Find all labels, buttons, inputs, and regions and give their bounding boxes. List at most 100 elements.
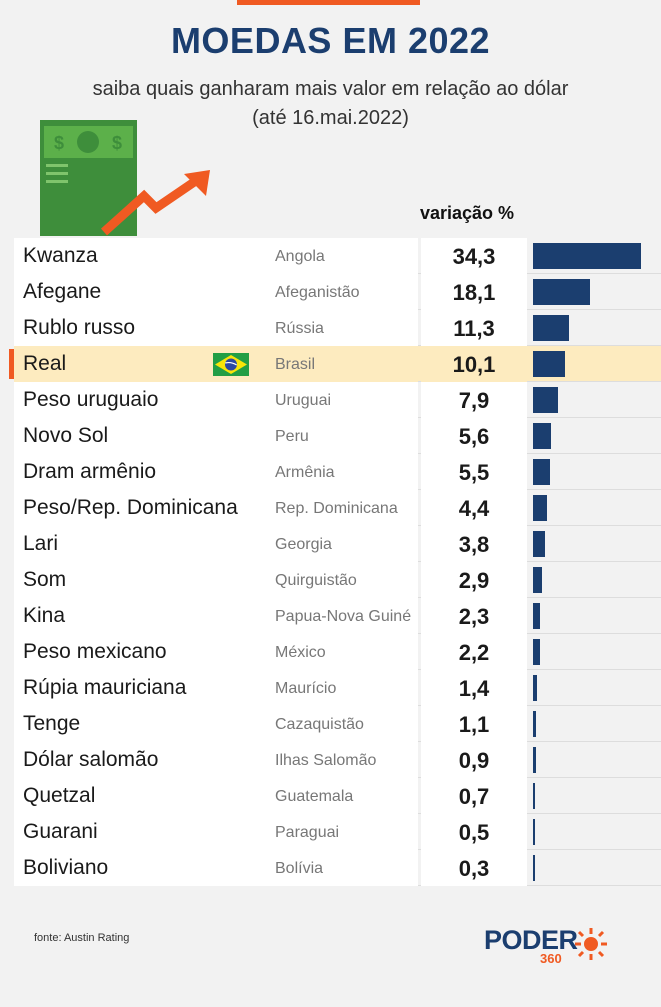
money-growth-icon: $ $ [40, 120, 215, 243]
table-row: Peso mexicano México 2,2 [14, 634, 661, 670]
bar [533, 423, 551, 449]
currency-name: Peso/Rep. Dominicana [23, 496, 238, 519]
bar [533, 819, 535, 845]
row-background [14, 310, 418, 346]
source-note: fonte: Austin Rating [34, 932, 130, 944]
value-cell-background [421, 742, 527, 778]
country-name: Angola [275, 248, 325, 265]
table-row: Tenge Cazaquistão 1,1 [14, 706, 661, 742]
value-label: 18,1 [452, 280, 496, 305]
country-name: Papua-Nova Guiné [275, 608, 412, 625]
value-cell-background [421, 814, 527, 850]
value-label: 1,4 [458, 676, 490, 701]
table-row: Som Quirguistão 2,9 [14, 562, 661, 598]
country-name: Afeganistão [275, 284, 360, 301]
table-row: Rublo russo Rússia 11,3 [14, 310, 661, 346]
row-background [14, 598, 418, 634]
value-cell-background [421, 346, 527, 382]
table-row: Novo Sol Peru 5,6 [14, 418, 661, 454]
bar [533, 783, 536, 809]
value-label: 0,3 [458, 856, 490, 881]
country-name: Armênia [275, 464, 335, 481]
currency-name: Afegane [23, 280, 102, 303]
country-name: Rússia [275, 320, 324, 337]
row-background [14, 670, 418, 706]
bar [533, 459, 551, 485]
value-label: 10,1 [452, 352, 496, 377]
table-row: Kwanza Angola 34,3 [14, 238, 661, 274]
bar [533, 675, 538, 701]
column-header-variacao: variação % [420, 203, 515, 223]
value-label: 34,3 [452, 244, 496, 269]
currency-name: Guarani [23, 820, 98, 843]
value-cell-background [421, 310, 527, 346]
value-cell-background [421, 526, 527, 562]
country-name: Peru [275, 428, 309, 445]
country-name: Guatemala [275, 788, 354, 805]
value-cell-background [421, 670, 527, 706]
row-background [14, 274, 418, 310]
currency-name: Rublo russo [23, 316, 136, 339]
currency-name: Kwanza [23, 244, 98, 267]
value-label: 3,8 [458, 532, 490, 557]
value-label: 0,9 [458, 748, 490, 773]
table-row: Lari Georgia 3,8 [14, 526, 661, 562]
value-cell-background [421, 634, 527, 670]
bar [533, 243, 641, 269]
country-name: Maurício [275, 680, 337, 697]
row-background [14, 238, 418, 274]
value-cell-background [421, 238, 527, 274]
bar [533, 531, 545, 557]
value-cell-background [421, 382, 527, 418]
value-label: 0,5 [458, 820, 490, 845]
currency-name: Dólar salomão [23, 748, 159, 771]
value-cell-background [421, 598, 527, 634]
country-name: México [275, 644, 326, 661]
value-cell-background [421, 778, 527, 814]
value-cell-background [421, 850, 527, 886]
bar [533, 567, 543, 593]
value-cell-background [421, 706, 527, 742]
table-row: Rúpia mauriciana Maurício 1,4 [14, 670, 661, 706]
country-name: Uruguai [275, 392, 332, 409]
table-row: Peso uruguaio Uruguai 7,9 [14, 382, 661, 418]
value-label: 7,9 [458, 388, 490, 413]
country-name: Cazaquistão [275, 716, 364, 733]
country-name: Bolívia [275, 860, 324, 877]
country-name: Brasil [275, 356, 316, 373]
value-label: 0,7 [458, 784, 490, 809]
svg-text:$: $ [112, 133, 122, 153]
value-cell-background [421, 454, 527, 490]
table-row: Kina Papua-Nova Guiné 2,3 [14, 598, 661, 634]
currency-name: Peso mexicano [23, 640, 167, 663]
country-name: Rep. Dominicana [275, 500, 398, 517]
row-background [14, 634, 418, 670]
table-row: Dram armênio Armênia 5,5 [14, 454, 661, 490]
accent-bar [237, 0, 420, 5]
logo-text: PODER [484, 925, 578, 955]
table-row: Guarani Paraguai 0,5 [14, 814, 661, 850]
value-cell-background [421, 562, 527, 598]
value-cell-background [421, 490, 527, 526]
value-label: 2,3 [458, 604, 490, 629]
currency-name: Som [23, 568, 67, 591]
bar [533, 711, 537, 737]
table-row: Peso/Rep. Dominicana Rep. Dominicana 4,4 [14, 490, 661, 526]
page-subtitle: saiba quais ganharam mais valor em relaç… [0, 75, 661, 133]
table-row: Real Brasil 10,1 [9, 346, 661, 382]
currency-name: Novo Sol [23, 424, 109, 447]
svg-text:$: $ [54, 133, 64, 153]
row-background [14, 418, 418, 454]
page-title: MOEDAS EM 2022 [170, 20, 491, 61]
currency-name: Real [23, 352, 67, 375]
currency-name: Rúpia mauriciana [23, 676, 187, 699]
bar [533, 315, 569, 341]
value-cell-background [421, 418, 527, 454]
table-row: Afegane Afeganistão 18,1 [14, 274, 661, 310]
logo-sub: 360 [540, 951, 562, 966]
bar [533, 351, 565, 377]
row-background [14, 490, 418, 526]
row-background [14, 850, 418, 886]
country-name: Quirguistão [275, 572, 357, 589]
currency-name: Tenge [23, 712, 81, 735]
